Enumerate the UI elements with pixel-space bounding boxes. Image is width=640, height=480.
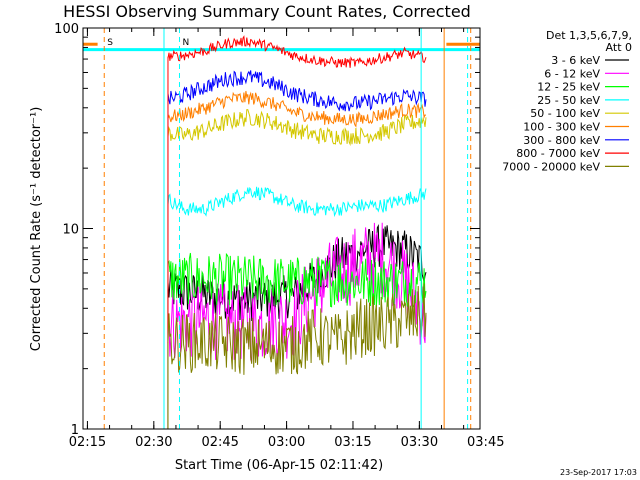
x-tick-label: 03:30 (401, 435, 438, 450)
series-line (167, 186, 427, 218)
plot-data (83, 35, 480, 429)
series-line (167, 283, 427, 375)
series-line (167, 109, 427, 147)
legend-entry-label: 7000 - 20000 keV (502, 160, 600, 173)
legend-entry-label: 800 - 7000 keV (516, 147, 600, 160)
series-line (167, 252, 427, 309)
legend-entry-label: 25 - 50 keV (537, 94, 600, 107)
timestamp-footer: 23-Sep-2017 17:03 (560, 468, 637, 477)
time-markers: NS (103, 28, 472, 429)
y-tick-label: 100 (54, 22, 79, 37)
x-tick-label: 03:45 (467, 435, 504, 450)
y-tick-label: 1 (71, 423, 79, 438)
x-tick-label: 02:30 (135, 435, 172, 450)
legend-entry-label: 12 - 25 keV (537, 81, 600, 94)
legend-entry-label: 100 - 300 keV (523, 121, 600, 134)
legend-header: Det 1,3,5,6,7,9, (546, 29, 632, 42)
legend-entry-label: 3 - 6 keV (551, 54, 600, 67)
x-tick-label: 02:15 (69, 435, 106, 450)
series-line (167, 90, 427, 128)
x-tick-label: 02:45 (201, 435, 238, 450)
series-line (167, 70, 427, 112)
y-tick-label: 10 (62, 223, 79, 238)
y-axis-label: Corrected Count Rate (s⁻¹ detector⁻¹) (29, 107, 44, 352)
series-line (167, 35, 427, 68)
legend-entry-label: 300 - 800 keV (523, 134, 600, 147)
legend-entry-label: 6 - 12 keV (544, 67, 600, 80)
axes: 02:15 02:30 02:45 03:00 03:15 03:30 03:45 1 10 10… (54, 22, 504, 450)
chart-title: HESSI Observing Summary Count Rates, Cor… (63, 2, 471, 21)
x-axis-label: Start Time (06-Apr-15 02:11:42) (175, 458, 383, 473)
marker-label: N (182, 38, 189, 48)
x-tick-label: 03:15 (334, 435, 371, 450)
legend-entry-label: 50 - 100 keV (530, 107, 600, 120)
marker-label: S (107, 38, 113, 48)
legend-header: Att 0 (606, 41, 632, 54)
x-tick-label: 03:00 (268, 435, 305, 450)
